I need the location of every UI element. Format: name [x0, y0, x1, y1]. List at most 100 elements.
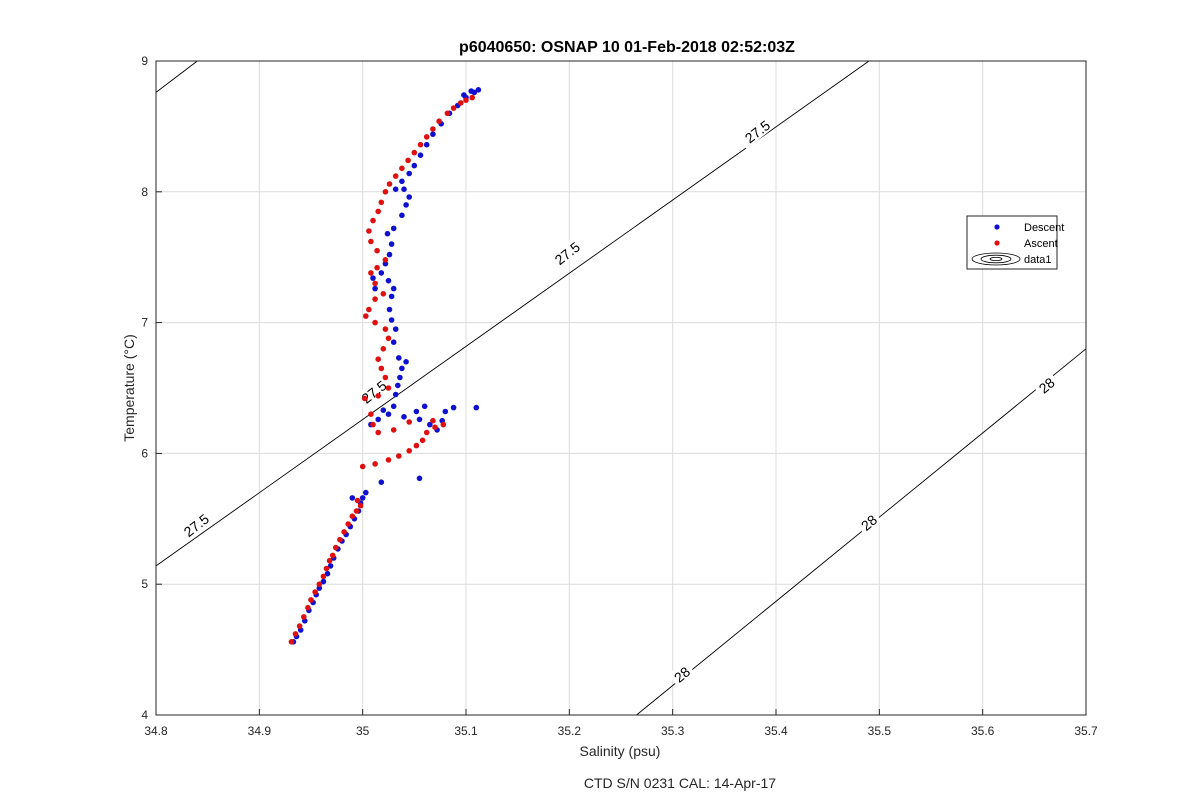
ascent-point: [382, 189, 389, 195]
ascent-point: [378, 199, 385, 206]
descent-point: [384, 230, 391, 237]
ascent-point: [382, 257, 389, 263]
ascent-point: [385, 385, 392, 391]
ascent-point: [326, 557, 333, 564]
y-axis-label: Temperature (°C): [121, 334, 137, 442]
contour-label: 28: [854, 508, 882, 536]
ascent-point: [378, 365, 385, 372]
descent-point: [461, 92, 467, 98]
descent-point: [421, 403, 428, 410]
descent-point: [468, 88, 475, 94]
ascent-point: [419, 437, 426, 444]
descent-point: [316, 585, 323, 591]
series-ascent: [288, 94, 476, 645]
ascent-point: [450, 105, 457, 111]
ascent-point: [372, 319, 378, 326]
descent-point: [388, 293, 395, 300]
ascent-point: [440, 421, 447, 428]
ascent-point: [349, 513, 356, 519]
contour-label-gap: [854, 508, 882, 536]
descent-point: [392, 391, 399, 398]
ascent-point: [301, 614, 307, 620]
ascent-point: [444, 110, 451, 117]
ascent-point: [411, 149, 418, 156]
ascent-point: [366, 306, 372, 313]
x-axis-ticks: 34.8 34.9 35 35.1 35.2 35.3 35.4 35.5 35.6 35.7: [144, 709, 1098, 738]
descent-point: [399, 212, 405, 219]
descent-point: [390, 339, 397, 346]
ascent-point: [430, 417, 436, 424]
ascent-point: [463, 97, 469, 103]
footer-calibration: CTD S/N 0231 CAL: 14-Apr-17: [584, 775, 776, 791]
ascent-point: [413, 442, 420, 449]
legend-descent-label: Descent: [1024, 222, 1064, 234]
ascent-point: [382, 374, 389, 381]
descent-point: [411, 162, 418, 169]
ascent-point: [423, 429, 430, 436]
descent-point: [473, 404, 480, 411]
ascent-point: [375, 208, 382, 215]
descent-point: [386, 306, 393, 313]
descent-point: [475, 87, 482, 93]
contour-label-gap: [175, 506, 216, 543]
ascent-point: [436, 118, 442, 124]
ascent-point: [380, 291, 387, 297]
x-tick-label: 35.3: [661, 724, 685, 738]
ascent-point: [430, 126, 436, 132]
ascent-point: [399, 165, 405, 172]
descent-point: [388, 241, 395, 247]
y-tick-label: 9: [141, 54, 148, 68]
legend: Descent Ascent data1: [966, 215, 1064, 270]
contour-label: 28: [1032, 371, 1060, 398]
ascent-point: [417, 141, 424, 148]
ascent-point: [390, 427, 397, 433]
descent-point: [399, 365, 405, 372]
legend-ascent-label: Ascent: [1024, 238, 1058, 250]
ascent-point: [372, 461, 378, 467]
ascent-point: [432, 424, 438, 431]
ascent-point: [357, 502, 364, 509]
ascent-point: [354, 497, 361, 504]
y-tick-label: 4: [141, 708, 148, 722]
ascent-point: [469, 94, 476, 101]
contour-line-28: [636, 348, 1087, 716]
ascent-point: [323, 565, 330, 572]
descent-point: [359, 495, 366, 501]
plot-background: [156, 61, 1086, 715]
ascent-point: [406, 448, 413, 454]
ascent-point: [308, 597, 314, 603]
x-tick-label: 34.8: [144, 724, 168, 738]
descent-point: [390, 285, 397, 292]
ascent-point: [316, 581, 323, 587]
x-tick-label: 35.6: [971, 724, 995, 738]
ascent-point: [296, 623, 303, 629]
descent-point: [349, 495, 356, 501]
descent-point: [399, 178, 405, 185]
ascent-point: [372, 296, 378, 302]
descent-point: [406, 170, 413, 177]
descent-point: [417, 152, 424, 158]
ascent-point: [320, 573, 327, 580]
descent-point: [380, 407, 387, 414]
descent-point: [390, 403, 397, 410]
descent-point: [320, 578, 327, 585]
ascent-point: [375, 393, 382, 399]
ascent-point: [405, 157, 411, 164]
x-tick-label: 35.4: [764, 724, 788, 738]
ascent-point: [368, 238, 374, 245]
ascent-point: [385, 457, 392, 463]
legend-data1-contour-icon: [971, 252, 1021, 266]
ascent-point: [396, 453, 402, 459]
ascent-point: [370, 421, 376, 428]
y-tick-label: 8: [141, 185, 148, 199]
ascent-point: [380, 346, 387, 352]
descent-point: [385, 411, 392, 418]
ascent-point: [312, 589, 318, 595]
ascent-point: [288, 639, 295, 645]
x-tick-label: 35: [356, 724, 370, 738]
descent-point: [386, 251, 393, 258]
ascent-point: [386, 181, 393, 187]
legend-data1-label: data1: [1024, 254, 1052, 266]
ascent-point: [292, 631, 299, 637]
